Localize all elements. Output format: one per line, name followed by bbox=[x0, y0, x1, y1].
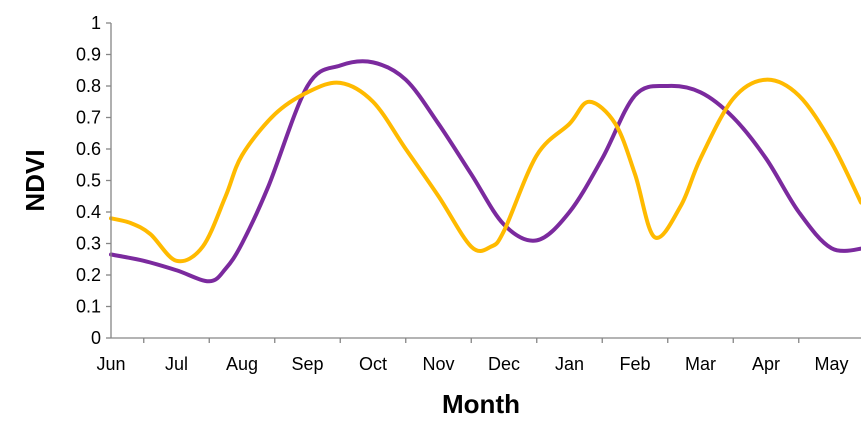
x-tick-label: Sep bbox=[291, 354, 323, 374]
x-tick-label: Mar bbox=[685, 354, 716, 374]
x-tick-label: Jan bbox=[555, 354, 584, 374]
series-layer bbox=[109, 59, 861, 284]
x-tick-label: May bbox=[814, 354, 848, 374]
y-axis-ticks: 0 0.1 0.2 0.3 0.4 0.5 0.6 0.7 0.8 0.9 1 bbox=[76, 13, 111, 348]
x-tick-label: Jul bbox=[165, 354, 188, 374]
y-axis-title: NDVI bbox=[20, 149, 50, 211]
x-axis-ticks: Jun Jul Aug Sep Oct Nov Dec Jan Feb Mar Apr May bbox=[96, 338, 849, 374]
x-tick-label: Oct bbox=[359, 354, 387, 374]
series-line-yellow bbox=[109, 77, 861, 264]
y-tick-label: 0.6 bbox=[76, 139, 101, 159]
series-line-purple bbox=[109, 59, 861, 284]
y-tick-label: 0.8 bbox=[76, 76, 101, 96]
x-tick-label: Jun bbox=[96, 354, 125, 374]
x-tick-label: Aug bbox=[226, 354, 258, 374]
x-tick-label: Nov bbox=[422, 354, 454, 374]
x-tick-label: Dec bbox=[488, 354, 520, 374]
y-tick-label: 0.1 bbox=[76, 297, 101, 317]
y-tick-label: 0.3 bbox=[76, 234, 101, 254]
y-tick-label: 0.5 bbox=[76, 171, 101, 191]
y-tick-label: 0.2 bbox=[76, 265, 101, 285]
y-tick-label: 1 bbox=[91, 13, 101, 33]
y-tick-label: 0.9 bbox=[76, 45, 101, 65]
x-tick-label: Feb bbox=[619, 354, 650, 374]
x-tick-label: Apr bbox=[752, 354, 780, 374]
y-tick-label: 0.7 bbox=[76, 108, 101, 128]
y-tick-label: 0.4 bbox=[76, 202, 101, 222]
x-axis-title: Month bbox=[442, 389, 520, 419]
y-tick-label: 0 bbox=[91, 328, 101, 348]
